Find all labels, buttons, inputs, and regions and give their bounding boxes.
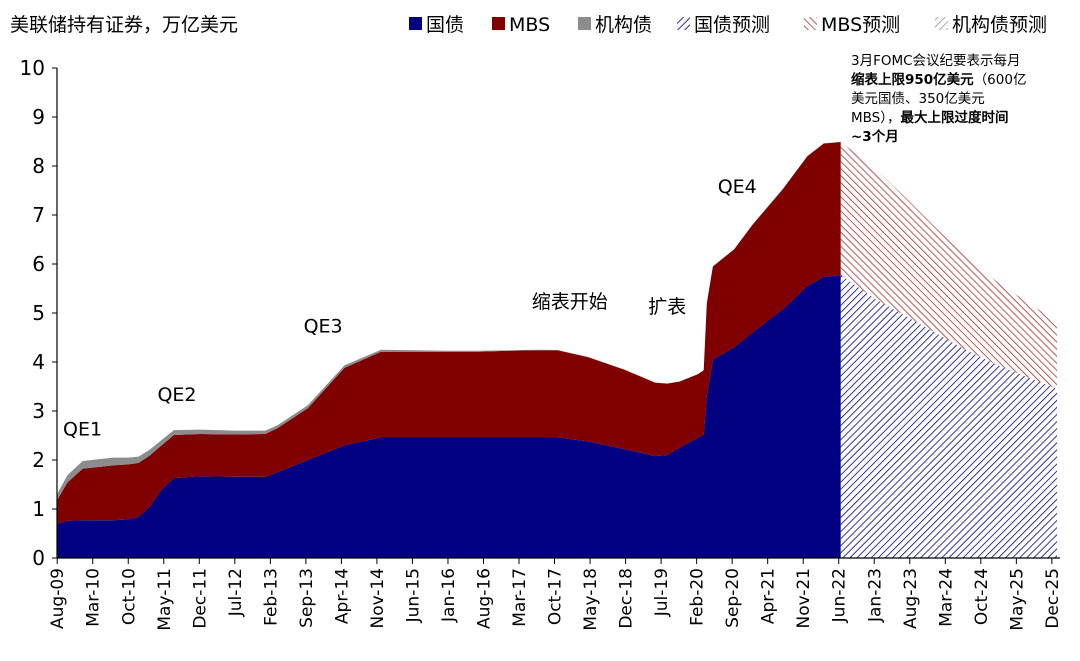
note-text: MBS）， bbox=[851, 110, 901, 126]
note-text: 3月FOMC会议纪要表示每月 bbox=[851, 53, 1021, 69]
note-line: 3月FOMC会议纪要表示每月 bbox=[851, 52, 1071, 71]
note-text: 缩表上限950亿美元 bbox=[851, 72, 974, 88]
x-tick-label: Oct-17 bbox=[546, 568, 566, 625]
annotation-label: QE1 bbox=[63, 419, 102, 441]
y-tick-label: 6 bbox=[32, 252, 45, 276]
note-line: 缩表上限950亿美元（600亿 bbox=[851, 71, 1071, 90]
x-tick-label: Jul-19 bbox=[652, 568, 672, 617]
y-tick-label: 8 bbox=[32, 154, 45, 178]
x-tick-label: Mar-24 bbox=[936, 568, 956, 627]
note-line: MBS），最大上限过度时间 bbox=[851, 109, 1071, 128]
x-tick-label: Aug-09 bbox=[48, 568, 68, 629]
x-tick-label: Aug-16 bbox=[474, 568, 494, 629]
legend-swatch bbox=[935, 17, 948, 30]
legend-label: MBS bbox=[509, 14, 550, 36]
x-tick-label: Aug-23 bbox=[901, 568, 921, 629]
y-tick-label: 7 bbox=[32, 203, 45, 227]
annotation-label: 扩表 bbox=[648, 296, 686, 318]
y-tick-label: 10 bbox=[20, 56, 45, 80]
x-tick-label: Dec-18 bbox=[617, 568, 637, 629]
x-tick-label: Jun-22 bbox=[830, 568, 850, 623]
x-tick-label: Sep-13 bbox=[297, 568, 317, 628]
axes: 0 1 2 3 4 5 6 7 8 9 10 Aug-09 Mar-10 Oct-10 May-11 Dec-… bbox=[20, 56, 1063, 631]
x-tick-label: May-25 bbox=[1007, 568, 1027, 631]
legend-swatch bbox=[804, 17, 817, 30]
y-tick-label: 9 bbox=[32, 105, 45, 129]
annotations: QE1 QE2 QE3 缩表开始 扩表 QE4 bbox=[63, 176, 757, 441]
legend-label: 机构债 bbox=[595, 14, 652, 36]
x-tick-label: Dec-25 bbox=[1043, 568, 1063, 629]
y-tick-label: 3 bbox=[32, 399, 45, 423]
y-tick-label: 0 bbox=[32, 546, 45, 570]
x-tick-label: Sep-20 bbox=[723, 568, 743, 628]
legend-label: 机构债预测 bbox=[952, 14, 1047, 36]
x-tick-label: Jul-12 bbox=[226, 568, 246, 617]
note-text: （600亿 bbox=[973, 72, 1027, 88]
area-mbs-forecast bbox=[840, 142, 1057, 389]
x-tick-label: Jun-15 bbox=[403, 568, 423, 623]
x-tick-label: May-11 bbox=[155, 568, 175, 631]
y-tick-label: 5 bbox=[32, 301, 45, 325]
legend-swatch bbox=[492, 17, 505, 30]
y-tick-label: 1 bbox=[32, 497, 45, 521]
x-tick-label: Feb-13 bbox=[261, 568, 281, 626]
chart-title: 美联储持有证券，万亿美元 bbox=[10, 14, 238, 36]
note-line: ~3个月 bbox=[851, 128, 1071, 147]
x-tick-label: Feb-20 bbox=[688, 568, 708, 626]
x-tick-label: Apr-14 bbox=[332, 568, 352, 624]
legend: 国债 MBS 机构债 国债预测 MBS预测 机构债预测 bbox=[409, 14, 1047, 36]
legend-label: MBS预测 bbox=[821, 14, 900, 36]
legend-label: 国债预测 bbox=[694, 14, 770, 36]
plot-areas bbox=[57, 141, 1057, 558]
y-tick-label: 4 bbox=[32, 350, 45, 374]
x-tick-label: Dec-11 bbox=[190, 568, 210, 629]
area-treasury bbox=[57, 275, 841, 558]
x-tick-label: Mar-17 bbox=[510, 568, 530, 627]
note-line: 美元国债、350亿美元 bbox=[851, 90, 1071, 109]
annotation-label: QE4 bbox=[718, 176, 757, 198]
annotation-note: 3月FOMC会议纪要表示每月 缩表上限950亿美元（600亿 美元国债、350亿美元… bbox=[851, 52, 1071, 147]
area-mbs bbox=[57, 142, 841, 524]
annotation-label: QE2 bbox=[157, 384, 196, 406]
note-text: ~3个月 bbox=[851, 129, 899, 145]
legend-swatch bbox=[677, 17, 690, 30]
note-text: 最大上限过度时间 bbox=[900, 110, 1009, 126]
annotation-label: QE3 bbox=[304, 316, 343, 338]
x-tick-label: Nov-14 bbox=[368, 568, 388, 629]
legend-swatch bbox=[578, 17, 591, 30]
x-tick-label: Nov-21 bbox=[794, 568, 814, 629]
annotation-label: 缩表开始 bbox=[532, 291, 608, 313]
x-tick-label: Oct-24 bbox=[972, 568, 992, 625]
x-tick-label: Oct-10 bbox=[119, 568, 139, 625]
note-text: 美元国债、350亿美元 bbox=[851, 91, 985, 107]
area-treasury-forecast bbox=[840, 275, 1057, 558]
x-tick-label: Jan-23 bbox=[865, 568, 885, 623]
x-tick-label: May-18 bbox=[581, 568, 601, 631]
legend-label: 国债 bbox=[426, 14, 464, 36]
x-tick-label: Mar-10 bbox=[84, 568, 104, 627]
x-tick-label: Apr-21 bbox=[759, 568, 779, 624]
y-tick-label: 2 bbox=[32, 448, 45, 472]
legend-swatch bbox=[409, 17, 422, 30]
x-tick-label: Jan-16 bbox=[439, 568, 459, 623]
